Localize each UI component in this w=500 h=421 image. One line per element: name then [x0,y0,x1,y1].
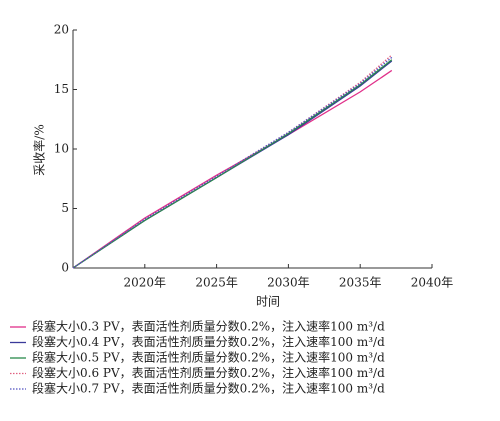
x-axis-label: 时间 [256,295,280,309]
x-tick-label: 2030年 [267,276,310,290]
y-tick-label: 20 [54,23,69,37]
y-tick-label: 15 [54,82,69,96]
legend-label: 段塞大小0.4 PV，表面活性剂质量分数0.2%，注入速率100 m³/d [32,334,385,349]
y-tick-label: 0 [61,261,69,275]
series-line [72,59,393,269]
legend-label: 段塞大小0.3 PV，表面活性剂质量分数0.2%，注入速率100 m³/d [32,319,385,334]
legend-label: 段塞大小0.5 PV，表面活性剂质量分数0.2%，注入速率100 m³/d [32,350,385,365]
legend-label: 段塞大小0.7 PV，表面活性剂质量分数0.2%，注入速率100 m³/d [32,381,385,396]
series-line [72,69,393,269]
x-tick-label: 2040年 [411,276,454,290]
x-tick-label: 2025年 [195,276,238,290]
series-line [72,56,393,269]
legend-label: 段塞大小0.6 PV，表面活性剂质量分数0.2%，注入速率100 m³/d [32,365,385,380]
y-axis-label: 采收率/% [32,124,47,175]
x-tick-label: 2020年 [124,276,167,290]
y-tick-label: 10 [54,142,69,156]
y-tick-label: 5 [61,201,69,215]
x-tick-label: 2035年 [339,276,382,290]
